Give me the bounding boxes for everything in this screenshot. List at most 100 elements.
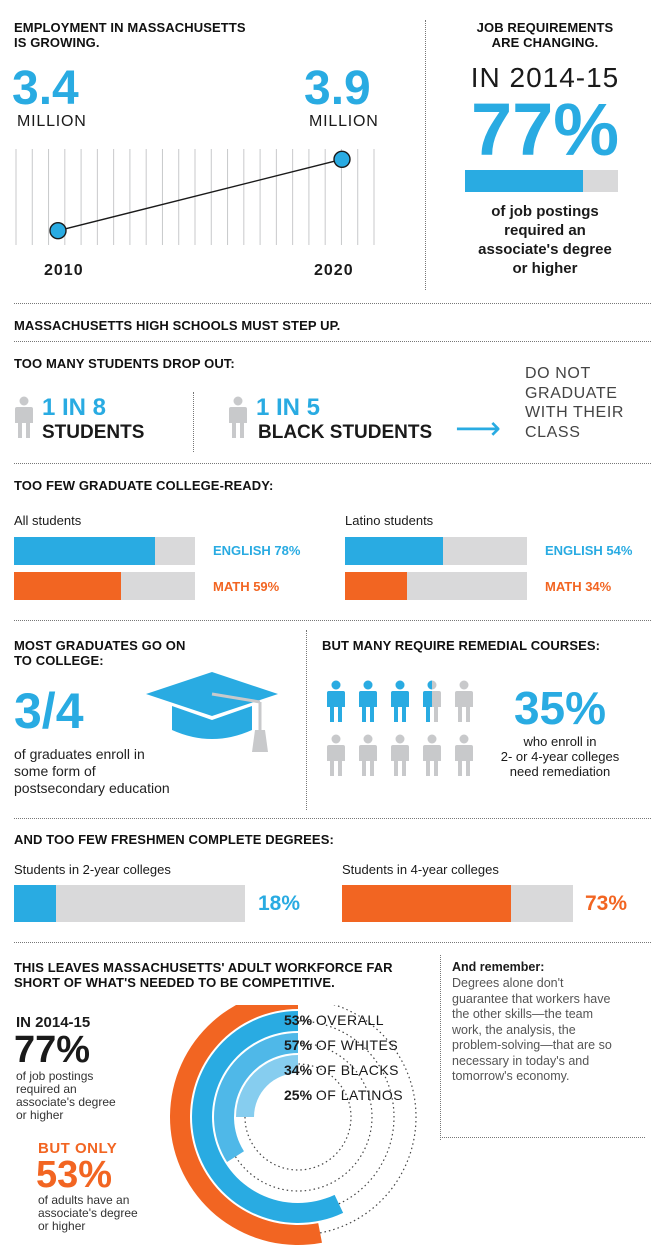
- workforce-but-only: BUT ONLY: [38, 1140, 118, 1157]
- job-req-title: JOB REQUIREMENTS ARE CHANGING.: [440, 20, 650, 50]
- employment-start-value: 3.4: [12, 62, 79, 115]
- college-ready-english-label: ENGLISH 54%: [545, 543, 633, 558]
- job-req-percent: 77%: [470, 88, 620, 171]
- college-ready-math-bar: [14, 572, 195, 600]
- job-req-bar: [465, 170, 618, 192]
- employment-point-2010: [49, 222, 67, 240]
- radial-label-name: OF BLACKS: [315, 1062, 400, 1078]
- remember-line3: the other skills—the team: [452, 1007, 594, 1021]
- job-req-desc-line4: or higher: [512, 260, 578, 277]
- hs-title: MASSACHUSETTS HIGH SCHOOLS MUST STEP UP.: [14, 318, 341, 333]
- employment-line-chart: [15, 149, 375, 245]
- radial-label-name: OF LATINOS: [315, 1087, 404, 1103]
- remedial-percent: 35%: [513, 682, 607, 734]
- college-ready-title: TOO FEW GRADUATE COLLEGE-READY:: [14, 478, 274, 493]
- divider-2: [14, 341, 651, 342]
- employment-end-value: 3.9: [304, 62, 371, 115]
- employment-start-unit: MILLION: [17, 113, 87, 130]
- workforce-adults-line3: or higher: [38, 1219, 86, 1233]
- dropout-ratio-1: 1 IN 8: [42, 394, 107, 421]
- divider-vertical-3: [306, 630, 307, 810]
- dropout-result: DO NOT GRADUATE WITH THEIR CLASS: [525, 364, 624, 442]
- workforce-year: IN 2014-15: [16, 1014, 91, 1031]
- dropout-title: TOO MANY STUDENTS DROP OUT:: [14, 356, 235, 371]
- college-going-title-line1: MOST GRADUATES GO ON: [14, 638, 186, 653]
- radial-label: 53% OVERALL: [284, 1012, 384, 1028]
- completion-label: Students in 2-year colleges: [14, 862, 171, 877]
- job-req-desc-line3: associate's degree: [478, 241, 612, 258]
- college-going-fraction: 3/4: [14, 683, 84, 739]
- workforce-desc-line4: or higher: [16, 1108, 64, 1122]
- dropout-result-line1: DO NOT: [525, 365, 591, 382]
- completion-bar-fill: [14, 885, 56, 922]
- divider-vertical-2: [193, 392, 194, 452]
- remember-line2: guarantee that workers have: [452, 991, 611, 1006]
- workforce-adults-desc: of adults have an associate's degree or …: [38, 1194, 138, 1233]
- employment-title-line1: EMPLOYMENT IN MASSACHUSETTS: [14, 20, 246, 35]
- radial-bar-remainder: [244, 1063, 352, 1171]
- divider-6: [14, 942, 651, 943]
- college-going-title-line2: TO COLLEGE:: [14, 653, 104, 668]
- workforce-desc-line1: of job postings: [16, 1069, 94, 1083]
- remedial-desc: who enroll in 2- or 4-year colleges need…: [490, 734, 630, 779]
- college-ready-math-fill: [345, 572, 407, 600]
- college-going-desc-line3: postsecondary education: [14, 780, 170, 796]
- remedial-desc-line2: 2- or 4-year colleges: [500, 749, 620, 764]
- workforce-adults-line1: of adults have an: [38, 1193, 130, 1207]
- person-icon: [423, 734, 441, 776]
- radial-label-pct: 25%: [284, 1087, 313, 1103]
- person-icon: [229, 396, 247, 438]
- workforce-adults-line2: associate's degree: [38, 1206, 138, 1220]
- college-going-desc-line2: some form of: [14, 763, 96, 779]
- person-icon: [327, 680, 345, 722]
- dropout-result-line4: CLASS: [525, 423, 581, 441]
- completion-percent: 73%: [585, 892, 628, 915]
- remember-text: Degrees alone don't guarantee that worke…: [452, 976, 612, 1085]
- remember-title: And remember:: [452, 960, 545, 974]
- job-req-year: IN 2014-15: [470, 62, 620, 93]
- graduation-cap-icon: [146, 672, 278, 752]
- college-ready-english-fill: [14, 537, 156, 565]
- college-ready-math-label: MATH 34%: [545, 579, 612, 594]
- dropout-result-line3: WITH THEIR: [525, 404, 625, 421]
- radial-bar-chart: [170, 1005, 417, 1245]
- divider-7: [440, 1137, 645, 1138]
- divider-5: [14, 818, 651, 819]
- radial-bar-remainder: [235, 1042, 373, 1192]
- dropout-ratio-2: 1 IN 5: [256, 394, 321, 421]
- college-going-desc-line1: of graduates enroll in: [14, 746, 145, 762]
- divider-4: [14, 620, 651, 621]
- completion-title: AND TOO FEW FRESHMEN COMPLETE DEGREES:: [14, 832, 334, 847]
- remember-line4: work, the analysis, the: [452, 1022, 576, 1037]
- remember-line5: problem-solving—that are so: [452, 1038, 612, 1052]
- dropout-group-1: STUDENTS: [42, 422, 145, 443]
- employment-end-unit: MILLION: [309, 113, 379, 130]
- radial-label-pct: 53%: [284, 1012, 313, 1028]
- college-ready-english-bar: [14, 537, 195, 565]
- radial-label-pct: 34%: [284, 1062, 313, 1078]
- completion-bar: [14, 885, 245, 922]
- radial-label-name: OVERALL: [315, 1012, 385, 1028]
- workforce-desc-line2: required an: [16, 1082, 77, 1096]
- workforce-title: THIS LEAVES MASSACHUSETTS' ADULT WORKFOR…: [14, 960, 393, 990]
- divider-1: [14, 303, 651, 304]
- person-icon: [455, 734, 473, 776]
- person-icon: [359, 734, 377, 776]
- completion-label: Students in 4-year colleges: [342, 862, 499, 877]
- job-req-desc-line2: required an: [504, 222, 586, 239]
- employment-end-year: 2020: [314, 262, 354, 279]
- radial-label: 34% OF BLACKS: [284, 1062, 399, 1078]
- divider-3: [14, 463, 651, 464]
- arrow-right-icon: ⟶: [455, 410, 501, 446]
- employment-start-year: 2010: [44, 262, 84, 279]
- job-req-title-line2: ARE CHANGING.: [491, 35, 599, 50]
- radial-bar: [170, 1005, 322, 1245]
- radial-bar: [236, 1055, 298, 1117]
- divider-vertical-1: [425, 20, 426, 290]
- radial-bar-remainder: [298, 1020, 395, 1205]
- person-icon: [327, 734, 345, 776]
- dropout-result-line2: GRADUATE: [525, 384, 618, 402]
- college-going-desc: of graduates enroll in some form of post…: [14, 746, 170, 797]
- workforce-title-line1: THIS LEAVES MASSACHUSETTS' ADULT WORKFOR…: [14, 960, 393, 975]
- employment-point-2020: [333, 150, 351, 168]
